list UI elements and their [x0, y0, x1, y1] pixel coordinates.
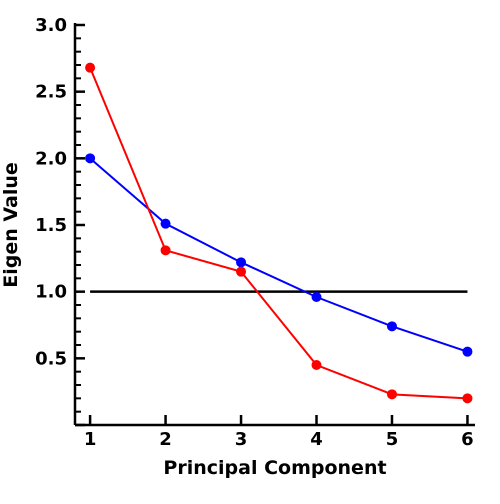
series-line-1 [89, 157, 468, 353]
series-line-2 [89, 67, 468, 400]
x-tick-label: 6 [461, 429, 474, 450]
axes-layer [73, 23, 475, 427]
y-tick-label: 2.5 [35, 82, 67, 103]
data-point [236, 257, 247, 268]
data-point [386, 321, 397, 332]
data-point [462, 393, 473, 404]
data-point [85, 153, 96, 164]
y-tick-label: 1.5 [35, 215, 67, 236]
x-tick-label: 4 [310, 429, 323, 450]
x-tick-label: 1 [84, 429, 97, 450]
series-layer [85, 62, 473, 404]
y-tick-label: 2.0 [35, 148, 67, 169]
data-point [85, 62, 96, 73]
y-axis-title: Eigen Value [0, 162, 22, 288]
data-point [311, 292, 322, 302]
data-point [386, 389, 397, 400]
data-point [311, 360, 322, 370]
data-point [462, 346, 473, 357]
tick-label-layer: 0.5 1.0 1.5 2.0 2.5 3.0 1 2 3 4 5 6 [35, 15, 474, 450]
data-point [236, 266, 247, 277]
y-tick-label: 3.0 [35, 15, 67, 36]
x-tick-label: 2 [159, 429, 172, 450]
x-axis-title: Principal Component [163, 457, 386, 479]
y-tick-label: 0.5 [35, 348, 67, 369]
x-tick-label: 5 [386, 429, 399, 450]
data-point [160, 245, 171, 256]
x-tick-label: 3 [235, 429, 248, 450]
data-point [160, 218, 171, 229]
y-tick-label: 1.0 [35, 282, 67, 303]
